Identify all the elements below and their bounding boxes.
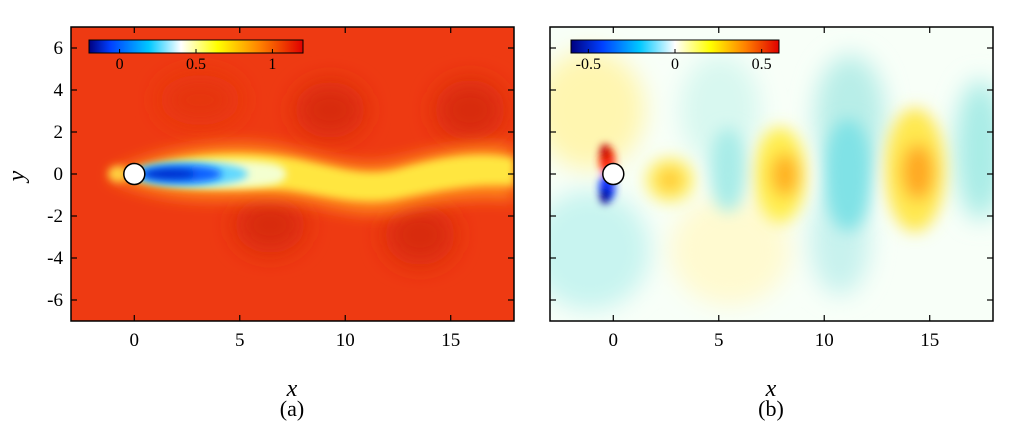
colorbar-tick-label-b: 0.5 xyxy=(752,56,772,73)
xtick-label-a: 5 xyxy=(235,330,245,351)
xtick-label-b: 0 xyxy=(609,330,619,351)
heatmap-b-wake-vortices xyxy=(646,108,945,232)
caption-a: (a) xyxy=(280,396,304,421)
xtick-label-b: 10 xyxy=(815,330,834,351)
ytick-label-a: 2 xyxy=(54,122,64,143)
heatmap-b-shear-layers xyxy=(599,144,615,204)
cylinder-b xyxy=(602,162,625,186)
ylabel-a: y xyxy=(4,170,30,183)
xtick-label-a: 10 xyxy=(336,330,355,351)
panel-b: 0 5 10 15 -0.5 0 0.5 x (b) xyxy=(549,26,994,421)
ytick-label-a: -4 xyxy=(47,248,63,269)
colorbar-a-ticks: 0 0.5 1 xyxy=(116,49,276,73)
xtick-label-b: 15 xyxy=(920,330,939,351)
ytick-label-a: 6 xyxy=(54,38,64,59)
colorbar-tick-label-a: 1 xyxy=(268,56,276,73)
heatmap-a-dark-lobes xyxy=(160,75,505,265)
ytick-label-a: 4 xyxy=(54,80,64,101)
ytick-label-a: 0 xyxy=(54,164,64,185)
colorbar-tick-label-a: 0.5 xyxy=(186,56,206,73)
caption-b: (b) xyxy=(758,396,784,421)
heatmap-a xyxy=(71,27,514,321)
ytick-label-a: -6 xyxy=(47,290,63,311)
xlabel-b: x xyxy=(765,376,777,402)
colorbar-tick-label-b: 0 xyxy=(671,56,679,73)
colorbar-b-ticks: -0.5 0 0.5 xyxy=(576,49,772,73)
heatmap-a-stagnation xyxy=(108,166,128,182)
xtick-label-a: 0 xyxy=(130,330,140,351)
colorbar-tick-label-b: -0.5 xyxy=(576,56,601,73)
ytick-label-a: -2 xyxy=(47,206,63,227)
xlabel-a: x xyxy=(286,376,298,402)
cylinder-a xyxy=(123,162,146,186)
heatmap-a-recirculation-blue xyxy=(138,165,222,183)
ticks-b: 0 5 10 15 xyxy=(550,27,993,351)
xtick-label-a: 15 xyxy=(441,330,460,351)
colorbar-tick-label-a: 0 xyxy=(116,56,124,73)
xtick-label-b: 5 xyxy=(714,330,724,351)
